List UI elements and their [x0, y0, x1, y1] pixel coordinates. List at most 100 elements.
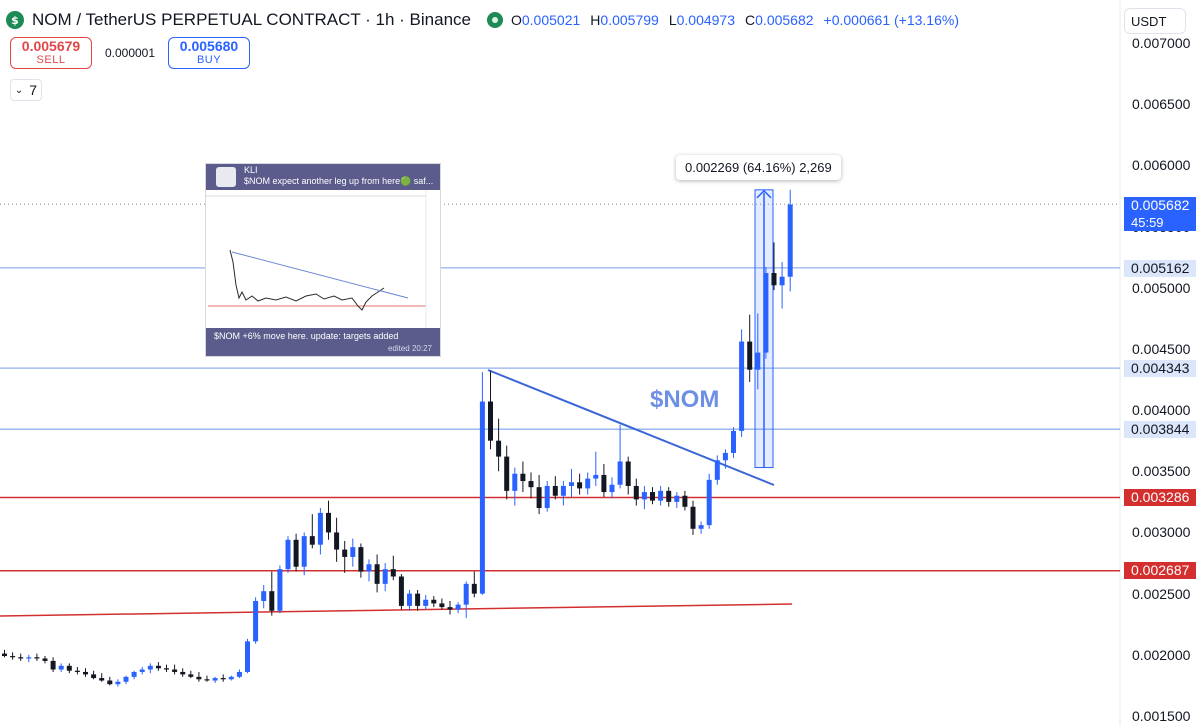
candle — [309, 514, 315, 549]
y-tick-label: 0.005000 — [1132, 279, 1191, 296]
candle-body — [147, 665, 153, 670]
candle — [107, 676, 113, 686]
current-price-label: 0.005682 45:59 — [1124, 197, 1196, 231]
candle-countdown: 45:59 — [1131, 215, 1164, 230]
candle-body — [569, 482, 574, 486]
candle — [544, 481, 550, 512]
candle — [496, 418, 502, 472]
candle-body — [552, 485, 558, 496]
candle — [285, 536, 291, 573]
candle-body — [253, 600, 259, 642]
buy-button[interactable]: 0.005680 BUY — [168, 37, 250, 69]
candle-body — [245, 641, 250, 672]
candle — [569, 468, 574, 497]
candle — [504, 445, 510, 500]
candle — [722, 449, 728, 469]
candle — [787, 189, 793, 292]
candle-body — [617, 461, 623, 485]
embedded-screenshot: KLI $NOM expect another leg up from here… — [205, 163, 441, 357]
candle — [674, 492, 680, 508]
candle — [488, 370, 493, 450]
candle — [164, 664, 169, 672]
candle-body — [334, 532, 340, 550]
candle-body — [326, 512, 331, 533]
candle-body — [747, 341, 753, 370]
candle-body — [164, 668, 169, 670]
inset-author: KLI — [244, 165, 258, 175]
candle — [236, 669, 242, 679]
candle — [747, 314, 753, 382]
candle-body — [83, 671, 88, 675]
candle — [317, 507, 323, 555]
candle — [277, 565, 283, 614]
candle — [99, 673, 105, 682]
candle-body — [496, 440, 502, 457]
candle — [91, 670, 97, 680]
buy-label: BUY — [196, 54, 222, 66]
candle — [301, 532, 307, 576]
horizontal-levels — [0, 203, 1120, 572]
candle — [123, 675, 129, 685]
candle-body — [706, 479, 712, 526]
candle — [763, 266, 769, 359]
avatar — [216, 167, 236, 187]
candle-body — [504, 456, 510, 491]
sell-button[interactable]: 0.005679 SELL — [10, 37, 92, 69]
candle — [228, 675, 234, 681]
candle — [18, 653, 24, 661]
y-tick-label: 0.006500 — [1132, 96, 1191, 113]
candle-body — [293, 539, 299, 567]
candle-body — [155, 665, 161, 669]
candle — [658, 485, 664, 506]
candle — [366, 559, 372, 582]
low-value: 0.004973 — [676, 12, 736, 28]
candle-body — [277, 569, 283, 611]
y-tick-label: 0.003000 — [1132, 524, 1191, 541]
rising-trendline — [0, 603, 793, 617]
currency-selector[interactable]: USDT — [1124, 8, 1186, 34]
inset-edited: edited 20:27 — [387, 344, 432, 353]
y-tick-label: 0.007000 — [1132, 35, 1191, 51]
candle-body — [50, 660, 56, 670]
candle — [212, 676, 218, 683]
eye-icon[interactable] — [486, 12, 503, 28]
candle — [34, 653, 40, 661]
candle — [601, 463, 607, 497]
candle-body — [463, 583, 469, 605]
candle-body — [26, 657, 32, 659]
candle — [585, 472, 591, 495]
candle — [714, 455, 720, 485]
candle-body — [269, 591, 275, 611]
y-tick-label: 0.006000 — [1132, 157, 1191, 174]
candle — [50, 657, 56, 672]
candle-body — [739, 341, 745, 431]
candle — [342, 541, 348, 573]
indicator-count: 7 — [29, 82, 38, 98]
candle — [261, 585, 267, 609]
high-value: 0.005799 — [600, 12, 659, 28]
candle-body — [666, 490, 672, 502]
y-tick-label: 0.004000 — [1132, 402, 1191, 419]
candle — [560, 481, 566, 506]
symbol-annotation[interactable]: $NOM — [650, 386, 720, 413]
indicators-toggle[interactable]: ⌄ 7 — [10, 79, 42, 101]
current-price: 0.005682 — [1131, 197, 1190, 213]
low-label: L — [668, 12, 677, 28]
candle-body — [390, 569, 396, 577]
candle — [66, 663, 72, 674]
candle-body — [544, 485, 550, 508]
candle — [350, 538, 356, 567]
candle-body — [115, 681, 121, 685]
candle-body — [236, 671, 242, 677]
candle — [139, 667, 145, 675]
sell-label: SELL — [36, 54, 66, 66]
ohlc-readout: O0.005021 H0.005799 L0.004973 C0.005682 … — [511, 12, 959, 28]
candle — [390, 555, 396, 581]
candle-body — [74, 670, 80, 672]
level-label-2687: 0.002687 — [1124, 562, 1196, 579]
candle — [358, 543, 364, 578]
candle-body — [763, 273, 769, 353]
symbol-title[interactable]: NOM / TetherUS PERPETUAL CONTRACT · 1h ·… — [32, 10, 471, 29]
candle-body — [690, 506, 696, 529]
